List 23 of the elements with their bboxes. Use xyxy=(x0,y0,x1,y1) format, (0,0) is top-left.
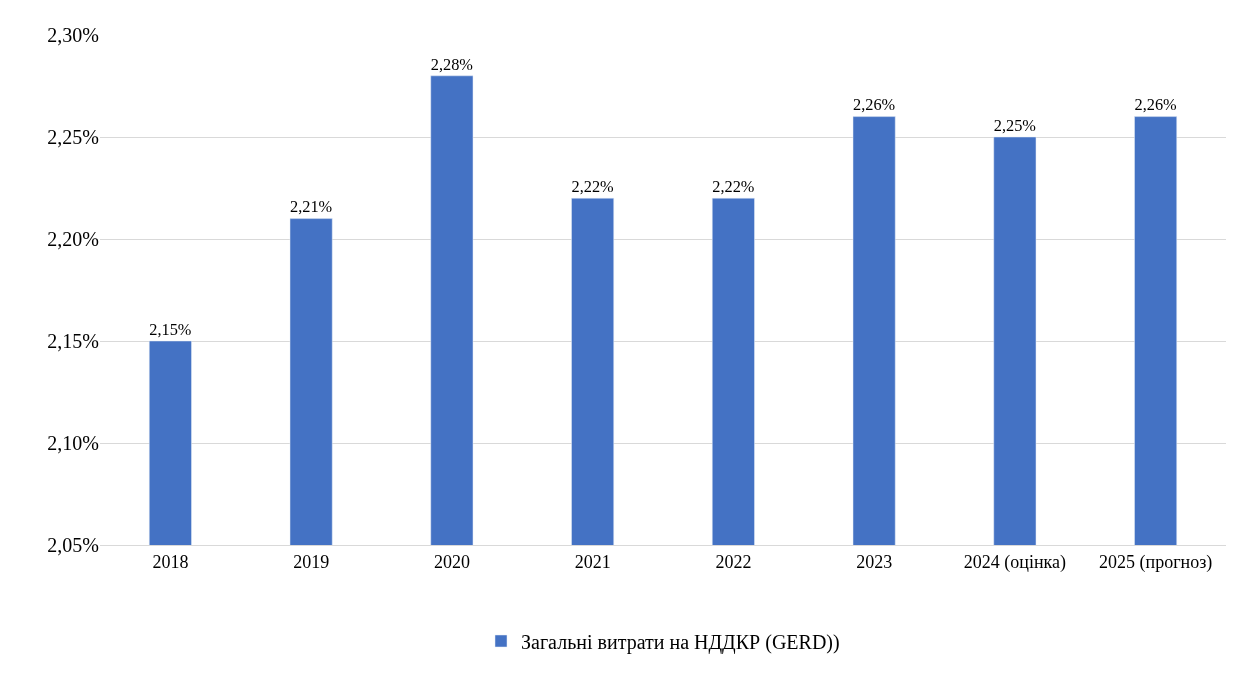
y-tick-label: 2,25% xyxy=(47,126,99,148)
data-label: 2,22% xyxy=(712,176,755,196)
data-label: 2,26% xyxy=(853,95,896,115)
x-tick-label: 2025 (прогноз) xyxy=(1099,551,1213,573)
y-tick-label: 2,30% xyxy=(47,24,99,46)
x-tick-label: 2018 xyxy=(152,551,189,572)
x-tick-label: 2020 xyxy=(433,551,470,572)
data-label: 2,21% xyxy=(290,197,333,217)
y-tick-label: 2,20% xyxy=(47,228,99,250)
data-label: 2,25% xyxy=(993,115,1037,135)
x-tick-label: 2019 xyxy=(293,551,330,572)
x-tick-label: 2022 xyxy=(715,551,752,572)
x-tick-label: 2021 xyxy=(574,551,611,572)
y-tick-label: 2,05% xyxy=(47,534,99,556)
x-tick-label: 2023 xyxy=(856,551,893,572)
y-tick-label: 2,15% xyxy=(47,330,99,352)
data-label: 2,28% xyxy=(430,54,474,74)
x-tick-label: 2024 (оцінка) xyxy=(963,551,1066,573)
data-label: 2,15% xyxy=(149,319,192,339)
data-label: 2,26% xyxy=(1134,95,1178,115)
legend-label: Загальні витрати на НДДКР (GERD)) xyxy=(521,630,840,654)
y-tick-label: 2,10% xyxy=(47,432,99,454)
data-label: 2,22% xyxy=(571,176,615,196)
